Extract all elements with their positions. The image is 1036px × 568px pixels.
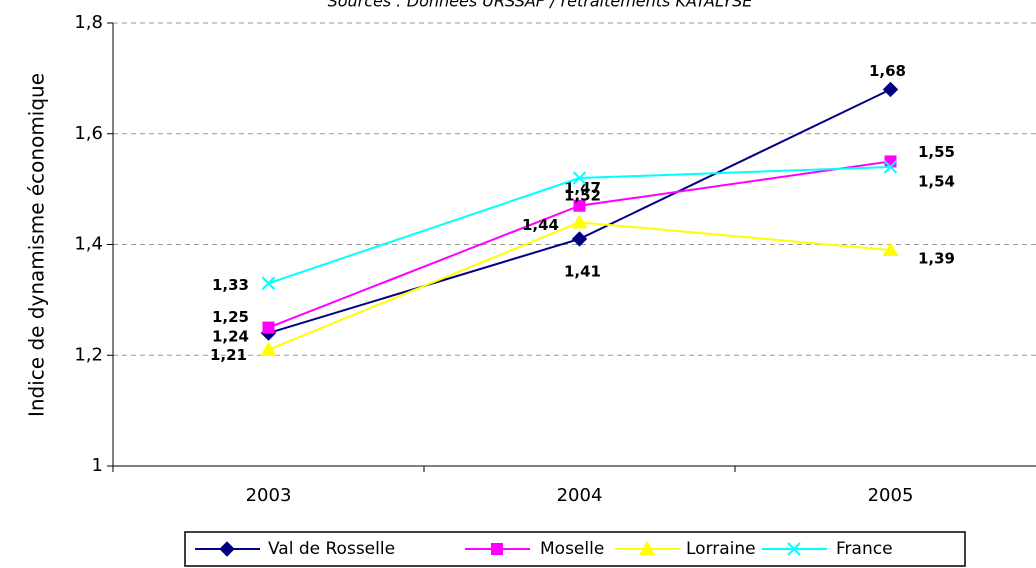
legend-marker bbox=[219, 541, 235, 557]
legend-label: Moselle bbox=[540, 539, 604, 559]
y-tick-label: 1,2 bbox=[74, 344, 103, 365]
data-label: 1,33 bbox=[212, 276, 249, 294]
data-point bbox=[571, 231, 588, 247]
data-label: 1,41 bbox=[564, 262, 601, 280]
y-tick-label: 1,6 bbox=[74, 123, 103, 144]
data-point bbox=[573, 199, 586, 212]
data-label: 1,24 bbox=[212, 328, 249, 346]
legend-label: Lorraine bbox=[686, 539, 756, 559]
chart-title: Sources : Données URSSAF / retraitements… bbox=[328, 0, 754, 11]
legend-marker bbox=[639, 541, 655, 555]
data-point bbox=[883, 160, 898, 174]
legend-label: France bbox=[836, 539, 893, 559]
data-label: 1,39 bbox=[918, 250, 955, 268]
data-label: 1,25 bbox=[212, 308, 249, 326]
y-axis-label: Indice de dynamisme économique bbox=[25, 73, 49, 417]
y-tick-label: 1,8 bbox=[74, 12, 103, 33]
data-point bbox=[882, 242, 899, 257]
legend-marker bbox=[787, 542, 801, 556]
data-point bbox=[260, 341, 277, 356]
data-label: 1,21 bbox=[210, 346, 247, 364]
data-label: 1,52 bbox=[564, 187, 601, 205]
x-tick-label: 2005 bbox=[868, 485, 914, 506]
data-point bbox=[261, 276, 276, 290]
data-point bbox=[571, 214, 588, 229]
data-point bbox=[262, 321, 275, 334]
data-point bbox=[882, 81, 899, 98]
data-label: 1,68 bbox=[869, 62, 906, 80]
legend-box bbox=[184, 531, 966, 567]
data-label: 1,54 bbox=[918, 172, 955, 190]
y-tick-label: 1 bbox=[92, 455, 103, 476]
data-label: 1,55 bbox=[918, 143, 955, 161]
data-point bbox=[572, 171, 587, 185]
legend-marker bbox=[491, 543, 503, 555]
x-tick-label: 2004 bbox=[557, 485, 603, 506]
x-tick-label: 2003 bbox=[246, 485, 292, 506]
legend-label: Val de Rosselle bbox=[268, 539, 395, 559]
data-label: 1,44 bbox=[522, 216, 559, 234]
y-tick-label: 1,4 bbox=[74, 234, 103, 255]
